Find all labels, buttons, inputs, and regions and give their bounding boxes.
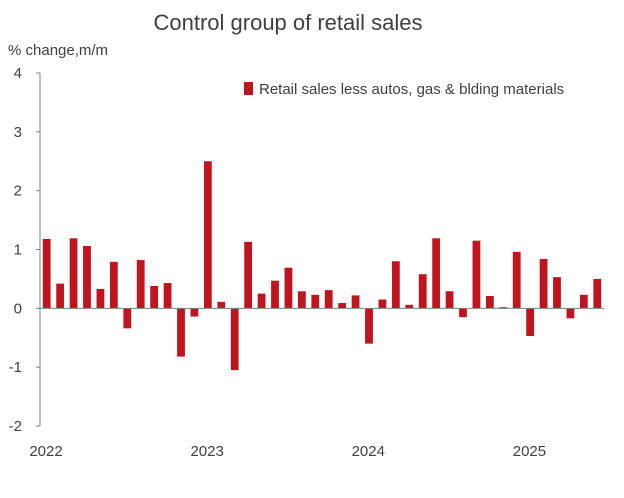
legend: Retail sales less autos, gas & blding ma… (244, 81, 564, 98)
bar (109, 261, 118, 309)
bar (579, 294, 588, 309)
bar (230, 308, 239, 371)
bar (271, 280, 279, 309)
chart-title: Control group of retail sales (153, 10, 423, 35)
bar (472, 240, 481, 309)
bar (405, 304, 414, 309)
bar (459, 308, 467, 318)
bar (526, 308, 535, 336)
y-tick-label: 3 (14, 124, 22, 141)
bar (69, 238, 78, 309)
bar (284, 267, 293, 309)
y-tick-label: -2 (9, 418, 22, 435)
bar (177, 308, 185, 357)
bar (324, 290, 333, 309)
bar (150, 285, 159, 309)
bar (566, 308, 575, 319)
bar (499, 307, 508, 309)
bar (163, 283, 172, 309)
bar (123, 308, 132, 329)
bar (351, 295, 360, 309)
x-tick-label: 2022 (29, 443, 62, 460)
bar (391, 261, 400, 309)
bar (378, 299, 387, 309)
x-tick-label: 2025 (513, 443, 546, 460)
bar (56, 283, 65, 309)
bar (83, 245, 91, 309)
bar (338, 303, 347, 309)
bar (96, 288, 105, 309)
bar (512, 251, 521, 309)
bar (539, 258, 548, 309)
bar (365, 308, 373, 344)
bar (418, 274, 427, 309)
bar (136, 260, 145, 309)
bar-series (42, 161, 602, 371)
bar (190, 308, 199, 317)
y-tick-label: 2 (14, 183, 22, 200)
legend-label: Retail sales less autos, gas & blding ma… (259, 81, 564, 98)
y-tick-label: 0 (14, 300, 22, 317)
bar (297, 291, 306, 309)
y-tick-label: -1 (9, 359, 22, 376)
bar (257, 293, 266, 309)
axis-lines (39, 73, 604, 426)
x-tick-label: 2023 (190, 443, 223, 460)
bar (445, 291, 454, 309)
bar (485, 295, 494, 309)
bar (311, 294, 320, 309)
y-tick-label: 1 (14, 242, 22, 259)
y-axis-label: % change,m/m (8, 42, 109, 59)
bar (203, 161, 212, 309)
bar (217, 301, 226, 309)
bar (244, 241, 253, 309)
bar (42, 238, 51, 309)
legend-swatch (244, 82, 253, 95)
bar (432, 238, 441, 309)
y-axis: 4 3 2 1 0 -1 -2 (9, 65, 40, 435)
x-tick-label: 2024 (352, 443, 385, 460)
bar (593, 278, 602, 309)
bar (553, 277, 561, 309)
y-tick-label: 4 (14, 65, 22, 82)
x-axis: 2022 2023 2024 2025 (29, 443, 546, 460)
